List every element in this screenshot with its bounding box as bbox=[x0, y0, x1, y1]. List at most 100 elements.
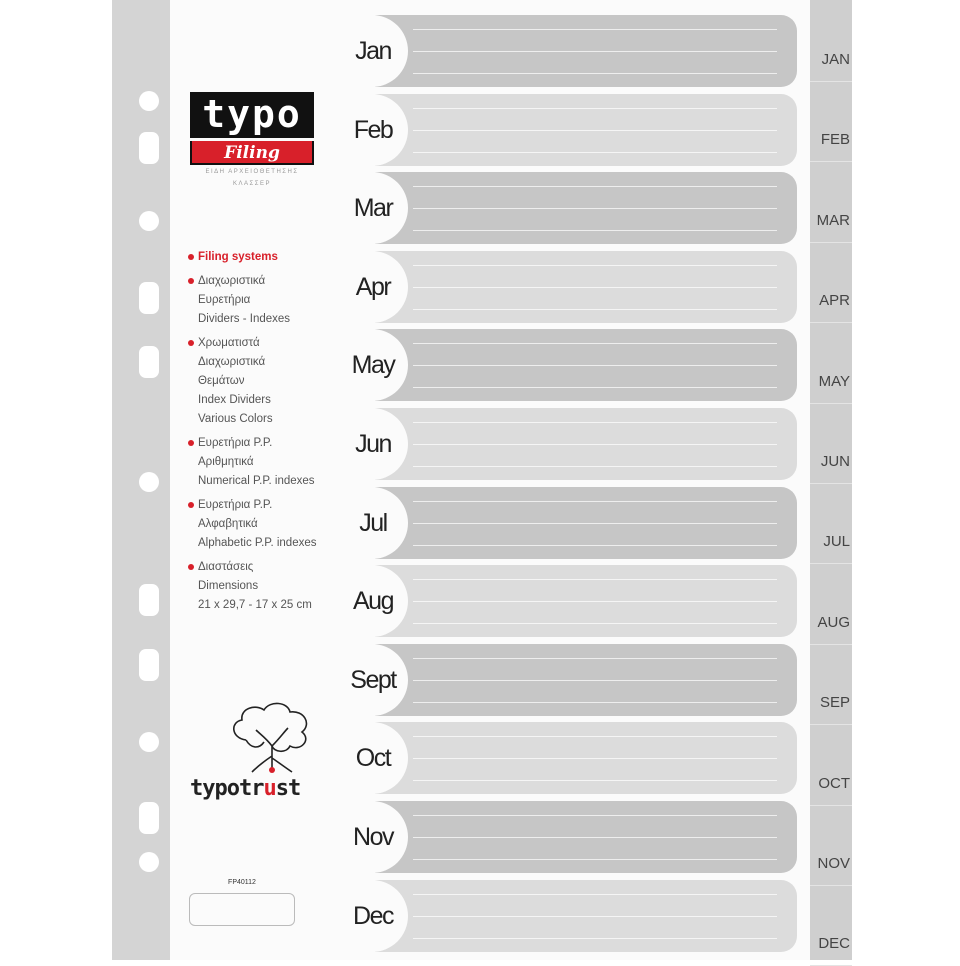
writing-line bbox=[413, 29, 777, 30]
month-label: Apr bbox=[355, 272, 392, 301]
month-tab-bulge bbox=[338, 722, 408, 795]
month-divider-aug[interactable] bbox=[375, 565, 797, 638]
tab-divider bbox=[810, 161, 852, 163]
feature-line: Διαστάσεις bbox=[198, 561, 254, 573]
tab-divider bbox=[810, 804, 852, 806]
feature-item: Filing systems bbox=[188, 248, 348, 267]
feature-line: Dividers - Indexes bbox=[198, 313, 291, 325]
logo-subtitle-1: ΕΙΔΗ ΑΡΧΕΙΟΘΕΤΗΣΗΣ bbox=[205, 169, 299, 175]
month-tab-bulge bbox=[338, 879, 408, 952]
punch-slot bbox=[139, 802, 159, 834]
side-tab-nov[interactable]: NOV bbox=[817, 855, 850, 872]
month-divider-feb[interactable] bbox=[375, 93, 797, 166]
logo-top: typo bbox=[190, 92, 314, 138]
month-divider-sept[interactable] bbox=[375, 643, 797, 716]
writing-line bbox=[413, 780, 777, 782]
side-tab-oct[interactable]: OCT bbox=[818, 774, 850, 792]
feature-item: Ευρετήρια P.P. Αριθμητικά Numerical P.P. i… bbox=[188, 434, 348, 491]
month-divider-mar[interactable] bbox=[375, 172, 797, 245]
feature-item: Ευρετήρια P.P. Αλφαβητικά Alphabetic P.P. … bbox=[188, 496, 348, 553]
feature-item: Διαστάσεις Dimensions 21 x 29,7 - 17 x 25 … bbox=[188, 558, 348, 615]
typotrust-logo: typotrust bbox=[190, 776, 301, 801]
feature-line: 21 x 29,7 - 17 x 25 cm bbox=[198, 599, 312, 611]
side-tab-feb[interactable]: FEB bbox=[820, 131, 850, 149]
barcode-label-box bbox=[189, 893, 295, 926]
punch-slot bbox=[139, 132, 159, 164]
month-tab-bulge bbox=[338, 486, 408, 559]
writing-line bbox=[413, 736, 777, 738]
tab-divider bbox=[810, 643, 852, 645]
month-divider-nov[interactable] bbox=[375, 801, 797, 873]
month-tab-bulge bbox=[338, 801, 408, 873]
side-tab-aug[interactable]: AUG bbox=[817, 613, 850, 631]
month-label: May bbox=[351, 351, 396, 380]
writing-line bbox=[413, 937, 777, 939]
writing-line bbox=[413, 544, 777, 546]
tab-strip bbox=[810, 0, 852, 960]
month-tab-bulge bbox=[338, 15, 408, 87]
punch-hole bbox=[139, 211, 159, 231]
writing-line bbox=[413, 387, 777, 389]
punch-slot bbox=[139, 282, 159, 314]
writing-line bbox=[413, 308, 777, 310]
side-tab-sep[interactable]: SEP bbox=[819, 694, 850, 712]
side-tab-dec[interactable]: DEC bbox=[818, 935, 850, 953]
writing-line bbox=[413, 129, 777, 131]
month-divider-jan[interactable] bbox=[375, 15, 797, 87]
side-tab-may[interactable]: MAY bbox=[818, 372, 850, 390]
writing-line bbox=[413, 837, 777, 838]
month-tab-bulge bbox=[338, 250, 408, 323]
tab-divider bbox=[810, 563, 852, 565]
month-label: Mar bbox=[353, 194, 394, 223]
logo-subtitle-2: ΚΛΑΣΣΕΡ bbox=[233, 181, 271, 187]
month-divider-oct[interactable] bbox=[375, 722, 797, 795]
writing-line bbox=[413, 579, 777, 581]
punch-hole bbox=[139, 732, 159, 752]
writing-line bbox=[413, 230, 777, 232]
writing-line bbox=[413, 915, 777, 917]
side-tab-jan[interactable]: JAN bbox=[821, 51, 850, 68]
writing-line bbox=[413, 73, 777, 74]
writing-line bbox=[413, 679, 777, 681]
side-tab-apr[interactable]: APR bbox=[819, 292, 850, 310]
writing-line bbox=[413, 466, 777, 467]
feature-line: Alphabetic P.P. indexes bbox=[198, 537, 317, 549]
feature-list: Filing systems Διαχωριστικά Ευρετήρια Divid… bbox=[188, 248, 348, 620]
month-tab-bulge bbox=[338, 643, 408, 716]
feature-line: Dimensions bbox=[198, 580, 259, 592]
writing-line bbox=[413, 343, 777, 345]
tab-divider bbox=[810, 402, 852, 404]
month-label: Nov bbox=[353, 823, 394, 851]
writing-line bbox=[413, 107, 777, 109]
month-label: Oct bbox=[355, 744, 392, 773]
feature-line: Θεμάτων bbox=[198, 375, 245, 387]
month-label: Jan bbox=[355, 37, 392, 65]
writing-line bbox=[413, 758, 777, 760]
tab-divider bbox=[810, 241, 852, 243]
month-divider-jul[interactable] bbox=[375, 486, 797, 559]
month-tab-bulge bbox=[338, 565, 408, 638]
tree-icon bbox=[233, 702, 308, 773]
tab-divider bbox=[810, 885, 852, 886]
feature-line: Filing systems bbox=[198, 251, 278, 263]
logo-bottom: Filing bbox=[190, 141, 314, 165]
product-code: FP40112 bbox=[228, 879, 256, 886]
month-label: Aug bbox=[353, 587, 394, 616]
side-tab-mar[interactable]: MAR bbox=[816, 211, 850, 229]
writing-line bbox=[413, 500, 777, 502]
side-tab-jun[interactable]: JUN bbox=[820, 453, 850, 470]
month-divider-may[interactable] bbox=[375, 329, 797, 402]
writing-line bbox=[413, 522, 777, 524]
month-tab-bulge bbox=[338, 93, 408, 166]
punch-slot bbox=[139, 649, 159, 681]
month-divider-dec[interactable] bbox=[375, 879, 797, 952]
punch-hole bbox=[139, 472, 159, 492]
writing-line bbox=[413, 444, 777, 445]
writing-line bbox=[413, 365, 777, 367]
writing-line bbox=[413, 51, 777, 52]
writing-line bbox=[413, 286, 777, 288]
writing-line bbox=[413, 815, 777, 816]
month-divider-jun[interactable] bbox=[375, 408, 797, 480]
side-tab-jul[interactable]: JUL bbox=[823, 533, 850, 551]
month-divider-apr[interactable] bbox=[375, 250, 797, 323]
